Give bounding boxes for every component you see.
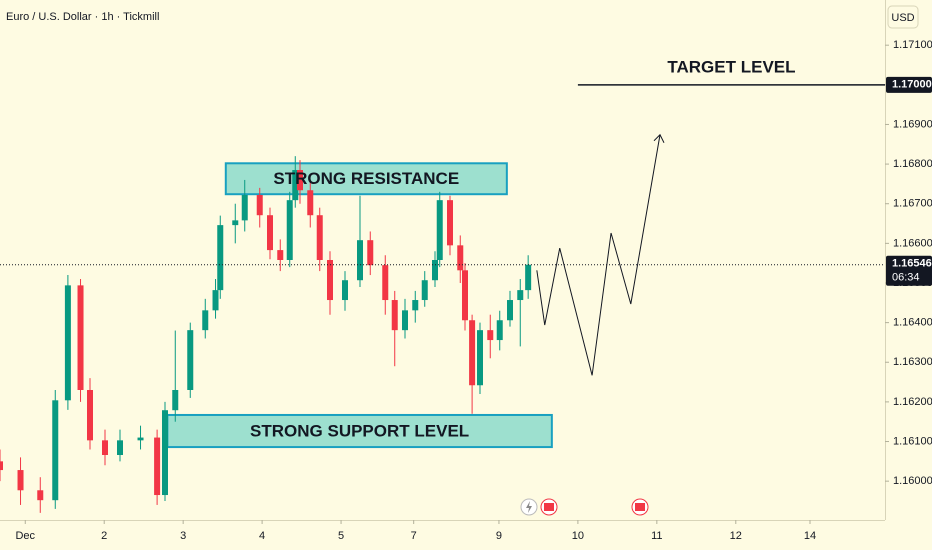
candle-body xyxy=(436,200,443,260)
candle-body xyxy=(327,260,333,301)
candle-body xyxy=(507,300,513,321)
y-tick-label: 1.16200 xyxy=(893,396,932,408)
candle-body xyxy=(37,490,44,501)
candle-body xyxy=(0,461,3,471)
zone-box xyxy=(166,413,553,449)
arrow-head xyxy=(653,133,665,143)
x-tick-label: 5 xyxy=(338,530,344,542)
x-tick-label: 12 xyxy=(730,530,742,542)
candle-body xyxy=(154,437,161,496)
candle-body xyxy=(217,225,224,291)
target-price-label: 1.17000 xyxy=(892,79,932,91)
candle-body xyxy=(187,330,194,390)
candle-body xyxy=(391,300,398,331)
candle-body xyxy=(52,400,59,501)
y-tick-label: 1.16000 xyxy=(893,475,932,487)
candle-body xyxy=(487,330,494,341)
candle-body xyxy=(307,190,314,216)
zone-label: STRONG SUPPORT LEVEL xyxy=(250,422,469,441)
currency-badge xyxy=(887,5,919,29)
candle-body xyxy=(117,440,123,455)
candle-body xyxy=(469,320,476,386)
candle-body xyxy=(412,300,419,311)
currency: USD xyxy=(891,12,914,24)
zone-label: STRONG RESISTANCE xyxy=(273,169,459,188)
x-tick-label: 11 xyxy=(651,530,662,542)
projection-line xyxy=(536,134,661,376)
y-tick-label: 1.16900 xyxy=(893,118,932,130)
event-icons xyxy=(520,498,649,516)
y-tick-label: 1.16400 xyxy=(893,317,932,329)
candle-body xyxy=(342,280,348,301)
chart-title: Euro / U.S. Dollar · 1h · Tickmill xyxy=(6,11,159,23)
candle-body xyxy=(292,170,299,201)
x-tick-label: 14 xyxy=(804,530,816,542)
y-tick-label: 1.17100 xyxy=(893,39,932,51)
candle-body xyxy=(421,280,428,301)
last-price-box xyxy=(886,255,932,286)
candle-body xyxy=(496,320,503,341)
candle-body xyxy=(267,215,273,251)
candle-body xyxy=(316,215,323,260)
candle-body xyxy=(517,290,524,301)
x-tick-label: 7 xyxy=(411,530,417,542)
candle-body xyxy=(277,250,284,260)
candle-body xyxy=(137,437,144,441)
x-tick-label: 2 xyxy=(101,530,107,542)
candle-body xyxy=(202,310,209,331)
icon xyxy=(544,503,554,511)
x-tick-label: 9 xyxy=(496,530,502,542)
candle-body xyxy=(286,200,293,260)
candle-body xyxy=(162,410,168,496)
candle-body xyxy=(77,285,84,390)
candle-body xyxy=(382,265,389,301)
candle-body xyxy=(256,195,263,216)
candle-body xyxy=(241,195,248,221)
candle-body xyxy=(447,200,453,246)
y-tick-label: 1.16700 xyxy=(893,198,932,210)
y-tick-label: 1.16100 xyxy=(893,435,932,447)
last-price-label: 1.16546 xyxy=(892,258,932,270)
candle-body xyxy=(87,390,93,441)
candle-body xyxy=(402,310,408,331)
icon xyxy=(526,501,532,513)
candle-body xyxy=(297,170,303,191)
y-tick-label: 1.16800 xyxy=(893,158,932,170)
target-label: TARGET LEVEL xyxy=(667,57,795,76)
target-price-box xyxy=(886,76,932,93)
candle-body xyxy=(172,390,179,411)
candle-body xyxy=(367,240,374,266)
candle-body xyxy=(477,330,483,386)
candle-body xyxy=(64,285,71,401)
candle-body xyxy=(357,240,363,281)
candle-body xyxy=(457,245,464,271)
x-tick-label: 10 xyxy=(572,530,584,542)
candle-body xyxy=(17,470,24,491)
candle-body xyxy=(212,290,219,311)
y-tick-label: 1.16300 xyxy=(893,356,932,368)
x-tick-label: Dec xyxy=(15,530,35,542)
candle-body xyxy=(525,264,532,291)
y-tick-label: 1.16600 xyxy=(893,237,932,249)
x-tick-label: 3 xyxy=(180,530,186,542)
candle-body xyxy=(462,270,468,321)
candle-body xyxy=(432,260,438,281)
icon xyxy=(635,503,645,511)
zone-box xyxy=(224,162,508,196)
countdown-label: 06:34 xyxy=(892,272,920,284)
x-tick-label: 4 xyxy=(259,530,265,542)
candle-body xyxy=(232,220,239,226)
candle-body xyxy=(102,440,108,455)
